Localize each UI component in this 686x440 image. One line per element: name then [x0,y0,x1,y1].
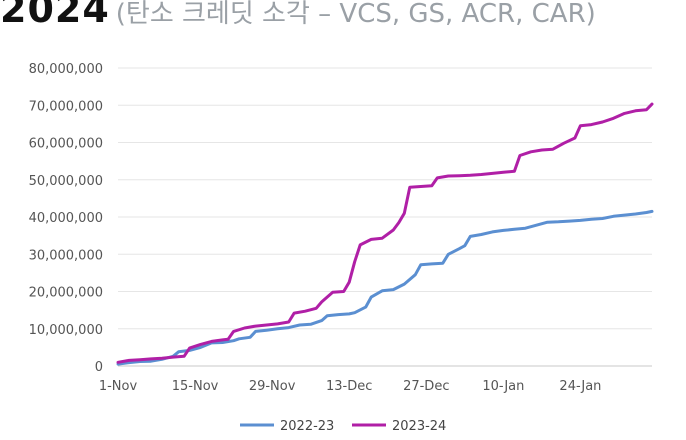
legend: 2022-23 2023-24 [240,419,446,434]
chart-subtitle: (탄소 크레딧 소각 – VCS, GS, ACR, CAR) [115,0,596,29]
x-tick-label: 15-Nov [172,379,219,394]
y-tick-label: 10,000,000 [29,323,103,338]
y-tick-label: 80,000,000 [29,62,103,77]
x-tick-label: 1-Nov [99,379,138,394]
y-tick-label: 40,000,000 [29,211,103,226]
y-axis-ticks: 0 10,000,000 20,000,000 30,000,000 40,000,00… [29,62,103,375]
series-lines [116,102,654,366]
chart-title-block: 2024 (탄소 크레딧 소각 – VCS, GS, ACR, CAR) [0,0,596,31]
y-tick-label: 60,000,000 [29,137,103,152]
legend-label: 2022-23 [280,419,334,434]
x-tick-label: 24-Jan [559,379,601,394]
y-tick-label: 0 [95,360,103,375]
grid-lines [118,67,652,367]
x-tick-label: 27-Dec [403,379,449,394]
y-tick-label: 70,000,000 [29,99,103,114]
chart-title: 2024 [0,0,110,31]
y-tick-label: 50,000,000 [29,174,103,189]
y-tick-label: 20,000,000 [29,286,103,301]
y-tick-label: 30,000,000 [29,248,103,263]
x-tick-label: 29-Nov [249,379,296,394]
legend-label: 2023-24 [392,419,446,434]
series-line-2023-24 [116,102,654,364]
x-axis-ticks: 1-Nov 15-Nov 29-Nov 13-Dec 27-Dec 10-Jan 24-Ja… [99,379,602,394]
x-tick-label: 10-Jan [482,379,524,394]
x-tick-label: 13-Dec [326,379,372,394]
